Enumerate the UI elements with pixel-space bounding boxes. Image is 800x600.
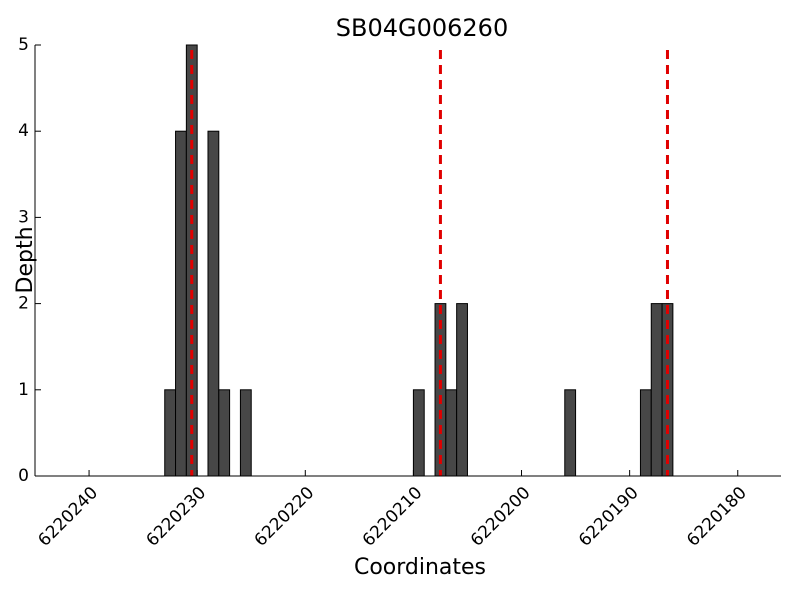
chart-title: SB04G006260: [336, 14, 508, 42]
bar: [445, 389, 458, 477]
bar: [434, 303, 447, 477]
bar: [639, 389, 652, 477]
x-tick-label: 6220210: [359, 483, 427, 551]
y-tick-label: 1: [18, 380, 29, 400]
y-tick-label: 2: [18, 294, 29, 314]
x-tick-label: 6220190: [575, 483, 643, 551]
x-axis-label: Coordinates: [354, 555, 486, 580]
x-tick-label: 6220220: [251, 483, 319, 551]
y-tick-label: 5: [18, 35, 29, 55]
bar: [661, 303, 674, 477]
x-tick-label: 6220240: [34, 483, 102, 551]
bar: [412, 389, 425, 477]
bar: [650, 303, 663, 477]
bar: [207, 130, 220, 477]
y-tick-label: 4: [18, 121, 29, 141]
x-tick-label: 6220200: [467, 483, 535, 551]
bar: [175, 130, 187, 477]
y-axis-label: Depth: [13, 226, 38, 293]
bar: [564, 389, 577, 477]
x-tick-label: 6220180: [683, 483, 751, 551]
y-tick-label: 0: [18, 466, 29, 486]
bar: [164, 389, 177, 477]
bar: [218, 389, 231, 477]
y-tick-label: 3: [18, 207, 29, 227]
bar: [239, 389, 252, 477]
x-tick-label: 6220230: [143, 483, 211, 551]
bar: [456, 303, 468, 477]
